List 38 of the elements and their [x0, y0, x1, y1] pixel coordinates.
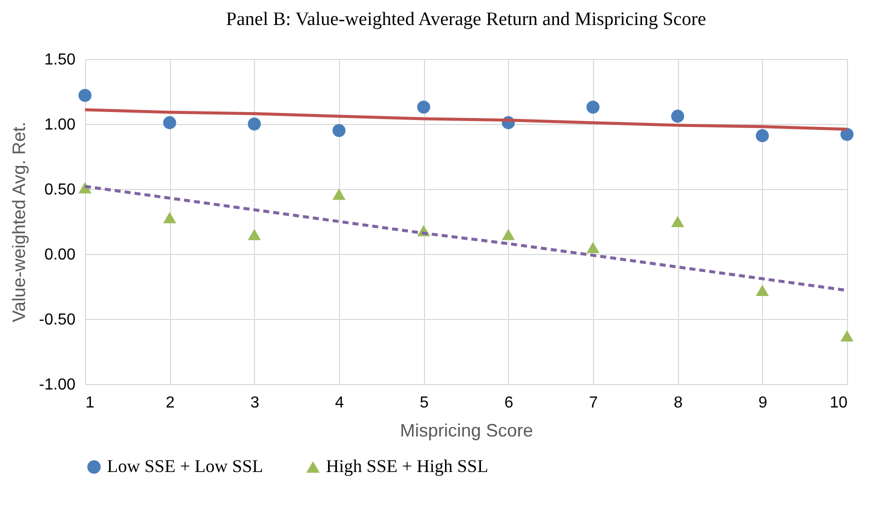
- point: [78, 88, 92, 102]
- y-tick-label: 0.50: [44, 182, 76, 198]
- point: [671, 216, 684, 228]
- point: [332, 124, 346, 138]
- point: [840, 128, 854, 141]
- x-tick-label: 9: [758, 394, 768, 412]
- x-tick-label: 2: [166, 394, 175, 412]
- x-tick-label: 6: [504, 394, 514, 412]
- y-tick-label: -1.00: [39, 376, 76, 394]
- y-tick-label: 0.00: [44, 246, 76, 264]
- legend-label: Low SSE + Low SSL: [107, 456, 264, 476]
- point: [332, 188, 346, 200]
- x-tick-label: 7: [589, 394, 598, 412]
- chart-title: Panel B: Value-weighted Average Return and Mispricing Score: [226, 9, 706, 30]
- x-tick-label: 5: [420, 394, 429, 412]
- point: [502, 228, 515, 240]
- point: [163, 212, 176, 224]
- point: [671, 110, 684, 123]
- point: [586, 242, 600, 254]
- point: [248, 228, 261, 240]
- y-tick-label: 1.00: [44, 116, 76, 134]
- x-tick-label: 1: [86, 394, 94, 412]
- y-tick-label: 1.50: [44, 52, 76, 68]
- point: [417, 100, 430, 114]
- point: [840, 330, 854, 342]
- point: [163, 116, 176, 130]
- point: [248, 117, 261, 131]
- x-tick-label: 3: [250, 394, 260, 412]
- point: [756, 284, 769, 296]
- x-tick-label: 8: [674, 394, 683, 412]
- x-tick-label: 4: [335, 394, 344, 412]
- x-axis-title: Mispricing Score: [400, 420, 534, 440]
- x-tick-label: 10: [830, 394, 848, 412]
- y-axis-title: Value-weighted Avg. Ret.: [9, 122, 30, 322]
- point: [756, 129, 769, 142]
- legend-label: High SSE + High SSL: [326, 456, 488, 476]
- point: [586, 100, 600, 114]
- y-tick-label: -0.50: [39, 312, 76, 328]
